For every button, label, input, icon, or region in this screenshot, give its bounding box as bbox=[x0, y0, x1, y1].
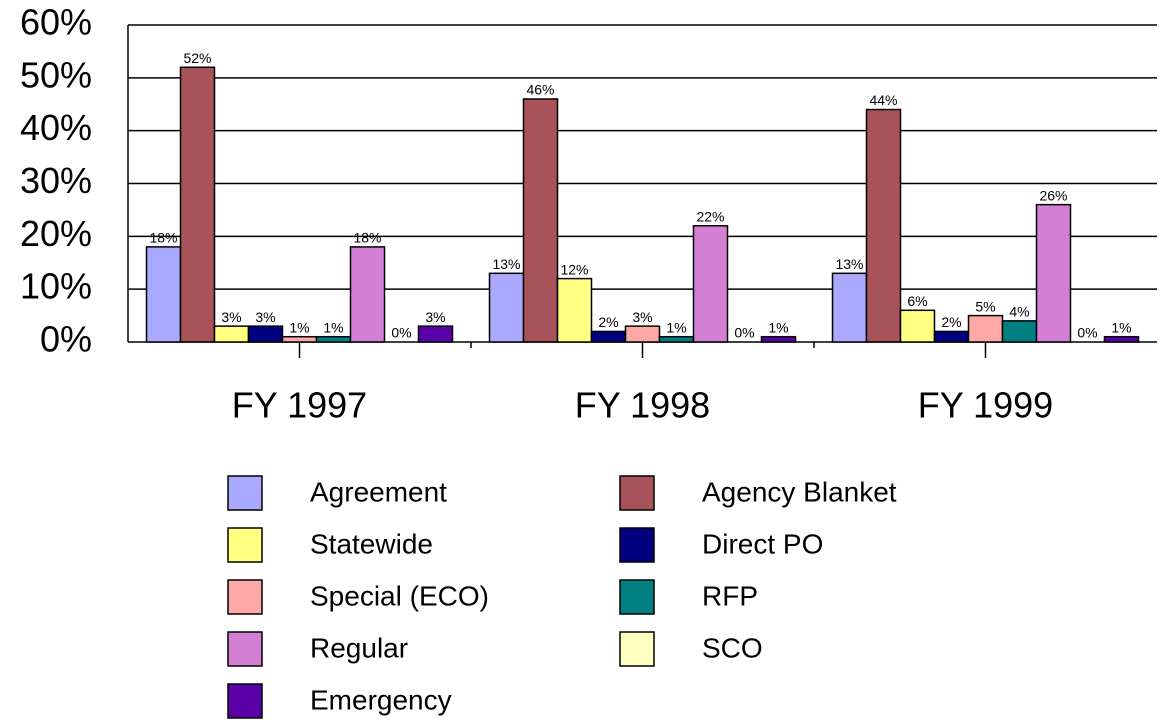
bar bbox=[247, 325, 284, 343]
legend-swatch bbox=[619, 475, 655, 511]
value-label: 0% bbox=[734, 325, 754, 341]
bar bbox=[522, 98, 559, 343]
bar bbox=[865, 108, 902, 343]
value-label: 22% bbox=[696, 208, 724, 224]
value-label: 1% bbox=[666, 319, 686, 335]
value-label: 18% bbox=[149, 230, 177, 246]
bar bbox=[1035, 203, 1072, 343]
bar bbox=[899, 309, 936, 343]
legend-label: SCO bbox=[702, 632, 763, 663]
bar bbox=[967, 314, 1004, 343]
value-label: 46% bbox=[526, 82, 554, 98]
legend-label: Direct PO bbox=[702, 528, 823, 559]
legend-swatch bbox=[227, 475, 263, 511]
bar bbox=[658, 335, 695, 343]
legend-label: Agency Blanket bbox=[702, 476, 897, 507]
value-label: 13% bbox=[835, 256, 863, 272]
value-label: 4% bbox=[1009, 304, 1029, 320]
bar bbox=[760, 335, 797, 343]
x-tick-label: FY 1998 bbox=[575, 385, 710, 426]
legend-label: Regular bbox=[310, 632, 408, 663]
value-label: 1% bbox=[1111, 319, 1131, 335]
bar bbox=[933, 330, 970, 343]
y-tick-label: 20% bbox=[20, 213, 92, 254]
value-label: 3% bbox=[632, 309, 652, 325]
y-tick-label: 30% bbox=[20, 160, 92, 201]
value-label: 52% bbox=[183, 50, 211, 66]
value-label: 3% bbox=[221, 309, 241, 325]
bar bbox=[281, 335, 318, 343]
legend-swatch bbox=[227, 631, 263, 667]
bar bbox=[624, 325, 661, 343]
value-label: 2% bbox=[941, 314, 961, 330]
bar bbox=[692, 225, 729, 343]
legend-swatch bbox=[227, 527, 263, 563]
value-label: 1% bbox=[768, 319, 788, 335]
legend-swatch bbox=[227, 579, 263, 615]
bar bbox=[145, 246, 182, 343]
y-tick-label: 0% bbox=[40, 319, 92, 360]
value-label: 0% bbox=[1077, 325, 1097, 341]
y-tick-label: 60% bbox=[20, 2, 92, 43]
value-label: 6% bbox=[907, 293, 927, 309]
bar bbox=[556, 277, 593, 343]
legend-swatch bbox=[619, 631, 655, 667]
legend-label: Statewide bbox=[310, 528, 433, 559]
bar bbox=[590, 330, 627, 343]
value-label: 2% bbox=[598, 314, 618, 330]
legend-label: Emergency bbox=[310, 684, 452, 715]
value-label: 12% bbox=[560, 261, 588, 277]
legend-label: RFP bbox=[702, 580, 758, 611]
x-tick-label: FY 1997 bbox=[232, 385, 367, 426]
bar bbox=[1103, 335, 1140, 343]
legend-label: Agreement bbox=[310, 476, 447, 507]
bar bbox=[349, 246, 386, 343]
value-label: 1% bbox=[323, 319, 343, 335]
bar bbox=[488, 272, 525, 343]
bar bbox=[417, 325, 454, 343]
value-label: 0% bbox=[391, 325, 411, 341]
bar bbox=[831, 272, 868, 343]
value-label: 13% bbox=[492, 256, 520, 272]
bar bbox=[213, 325, 250, 343]
value-label: 3% bbox=[425, 309, 445, 325]
value-label: 26% bbox=[1039, 187, 1067, 203]
legend-swatch bbox=[619, 527, 655, 563]
y-tick-label: 10% bbox=[20, 266, 92, 307]
value-label: 1% bbox=[289, 319, 309, 335]
y-tick-label: 50% bbox=[20, 54, 92, 95]
x-tick-label: FY 1999 bbox=[918, 385, 1053, 426]
legend-swatch bbox=[227, 683, 263, 719]
bar bbox=[179, 66, 216, 343]
bar bbox=[1001, 320, 1038, 343]
value-label: 44% bbox=[869, 92, 897, 108]
value-label: 3% bbox=[255, 309, 275, 325]
value-label: 5% bbox=[975, 298, 995, 314]
y-tick-label: 40% bbox=[20, 107, 92, 148]
legend-label: Special (ECO) bbox=[310, 580, 489, 611]
legend-swatch bbox=[619, 579, 655, 615]
value-label: 18% bbox=[353, 230, 381, 246]
bar bbox=[315, 335, 352, 343]
